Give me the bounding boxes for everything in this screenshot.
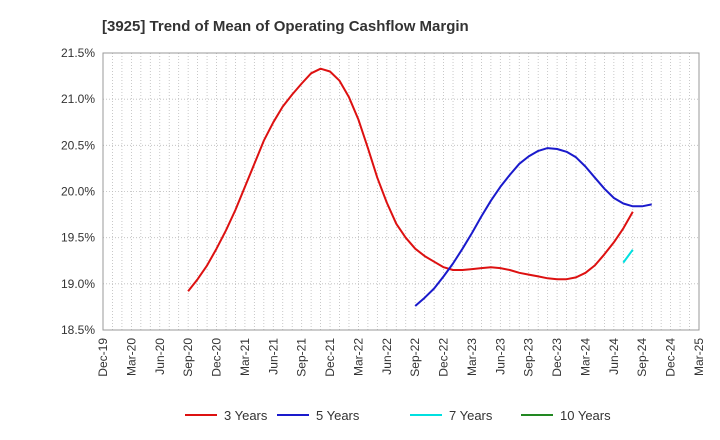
series-lines bbox=[187, 67, 652, 307]
x-tick-label: Jun-23 bbox=[493, 338, 507, 375]
legend-label: 10 Years bbox=[560, 408, 611, 423]
x-tick-label: Dec-22 bbox=[437, 338, 451, 377]
series-line-5-years bbox=[414, 147, 652, 307]
legend-label: 5 Years bbox=[316, 408, 360, 423]
x-tick-label: Dec-23 bbox=[550, 338, 564, 377]
x-tick-label: Dec-21 bbox=[323, 338, 337, 377]
x-tick-label: Mar-21 bbox=[238, 338, 252, 376]
y-tick-label: 21.5% bbox=[61, 46, 95, 60]
x-tick-label: Jun-20 bbox=[153, 338, 167, 375]
plot-frame bbox=[102, 52, 700, 331]
y-tick-label: 20.0% bbox=[61, 185, 95, 199]
chart-title: [3925] Trend of Mean of Operating Cashfl… bbox=[102, 18, 469, 35]
legend-label: 3 Years bbox=[224, 408, 268, 423]
x-axis-ticks: Dec-19 Mar-20 Jun-20 Sep-20 Dec-20 Mar-21 Jun-… bbox=[96, 338, 706, 377]
x-tick-label: Jun-22 bbox=[380, 338, 394, 375]
series-line-7-years bbox=[622, 249, 634, 264]
x-tick-label: Dec-19 bbox=[96, 338, 110, 377]
x-tick-label: Mar-25 bbox=[692, 338, 706, 376]
y-tick-label: 19.5% bbox=[61, 231, 95, 245]
x-tick-label: Mar-23 bbox=[465, 338, 479, 376]
legend: 3 Years 5 Years 7 Years 10 Years bbox=[185, 408, 611, 423]
y-axis-ticks: 18.5% 19.0% 19.5% 20.0% 20.5% 21.0% 21.5% bbox=[61, 46, 95, 337]
legend-label: 7 Years bbox=[449, 408, 493, 423]
x-tick-label: Jun-21 bbox=[266, 338, 280, 375]
x-tick-label: Dec-20 bbox=[210, 338, 224, 377]
y-tick-label: 20.5% bbox=[61, 138, 95, 152]
x-tick-label: Sep-21 bbox=[295, 338, 309, 377]
series-line-3-years bbox=[187, 67, 634, 292]
x-tick-label: Mar-22 bbox=[351, 338, 365, 376]
x-tick-label: Dec-24 bbox=[664, 338, 678, 377]
y-tick-label: 21.0% bbox=[61, 92, 95, 106]
x-tick-label: Sep-23 bbox=[522, 338, 536, 377]
y-tick-label: 18.5% bbox=[61, 323, 95, 337]
x-tick-label: Sep-20 bbox=[181, 338, 195, 377]
x-tick-label: Sep-22 bbox=[408, 338, 422, 377]
x-tick-label: Sep-24 bbox=[635, 338, 649, 377]
y-tick-label: 19.0% bbox=[61, 277, 95, 291]
x-tick-label: Mar-20 bbox=[124, 338, 138, 376]
x-tick-label: Jun-24 bbox=[607, 338, 621, 375]
x-tick-label: Mar-24 bbox=[578, 338, 592, 376]
